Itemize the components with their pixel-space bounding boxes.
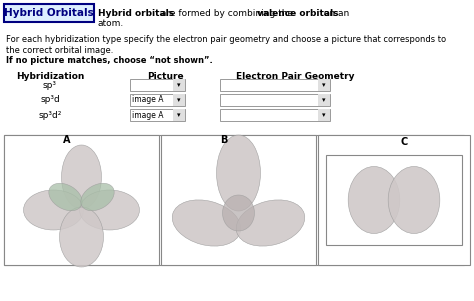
Text: B: B	[220, 135, 227, 145]
Bar	[220, 79, 330, 91]
Text: For each hybridization type specify the electron pair geometry and choose a pict: For each hybridization type specify the …	[6, 35, 446, 44]
Text: on an: on an	[320, 9, 349, 18]
Text: Picture: Picture	[146, 72, 183, 81]
Text: ▾: ▾	[177, 82, 181, 88]
Text: are formed by combining the: are formed by combining the	[158, 9, 296, 18]
Ellipse shape	[80, 190, 139, 230]
Bar	[130, 94, 185, 106]
Text: sp³d: sp³d	[40, 95, 60, 104]
Bar	[318, 79, 330, 91]
Bar	[318, 94, 330, 106]
Text: ▾: ▾	[177, 112, 181, 118]
Ellipse shape	[222, 195, 255, 231]
Ellipse shape	[236, 200, 305, 246]
Ellipse shape	[49, 183, 82, 211]
Text: the correct orbital image.: the correct orbital image.	[6, 46, 113, 55]
Bar	[326, 155, 462, 245]
Text: image A: image A	[132, 95, 164, 104]
Text: Hybrid Orbitals: Hybrid Orbitals	[4, 8, 94, 18]
Bar	[130, 79, 185, 91]
Ellipse shape	[217, 135, 261, 211]
Ellipse shape	[81, 183, 114, 211]
Bar	[4, 135, 464, 265]
Text: ▾: ▾	[322, 82, 326, 88]
Ellipse shape	[60, 207, 103, 267]
Text: sp³d²: sp³d²	[38, 110, 62, 119]
Text: image A: image A	[132, 110, 164, 119]
Text: valence orbitals: valence orbitals	[256, 9, 338, 18]
Ellipse shape	[24, 190, 83, 230]
Text: Hybrid orbitals: Hybrid orbitals	[98, 9, 174, 18]
Bar	[4, 4, 94, 22]
Bar	[173, 94, 185, 106]
Bar	[161, 135, 316, 265]
Text: ▾: ▾	[322, 97, 326, 103]
Bar	[4, 135, 159, 265]
Bar	[220, 109, 330, 121]
Bar	[173, 79, 185, 91]
Ellipse shape	[388, 166, 440, 234]
Text: C: C	[401, 137, 408, 147]
Text: Hybridization: Hybridization	[16, 72, 84, 81]
Text: ▾: ▾	[177, 97, 181, 103]
Bar	[318, 135, 470, 265]
Bar	[220, 94, 330, 106]
Bar	[318, 109, 330, 121]
Bar	[130, 109, 185, 121]
Ellipse shape	[62, 145, 101, 209]
Ellipse shape	[348, 166, 400, 234]
Text: A: A	[63, 135, 70, 145]
Bar	[173, 109, 185, 121]
Text: sp³: sp³	[43, 80, 57, 89]
Text: Electron Pair Geometry: Electron Pair Geometry	[236, 72, 354, 81]
Text: If no picture matches, choose “not shown”.: If no picture matches, choose “not shown…	[6, 56, 213, 65]
Ellipse shape	[172, 200, 241, 246]
Text: atom.: atom.	[98, 19, 124, 28]
Text: ▾: ▾	[322, 112, 326, 118]
